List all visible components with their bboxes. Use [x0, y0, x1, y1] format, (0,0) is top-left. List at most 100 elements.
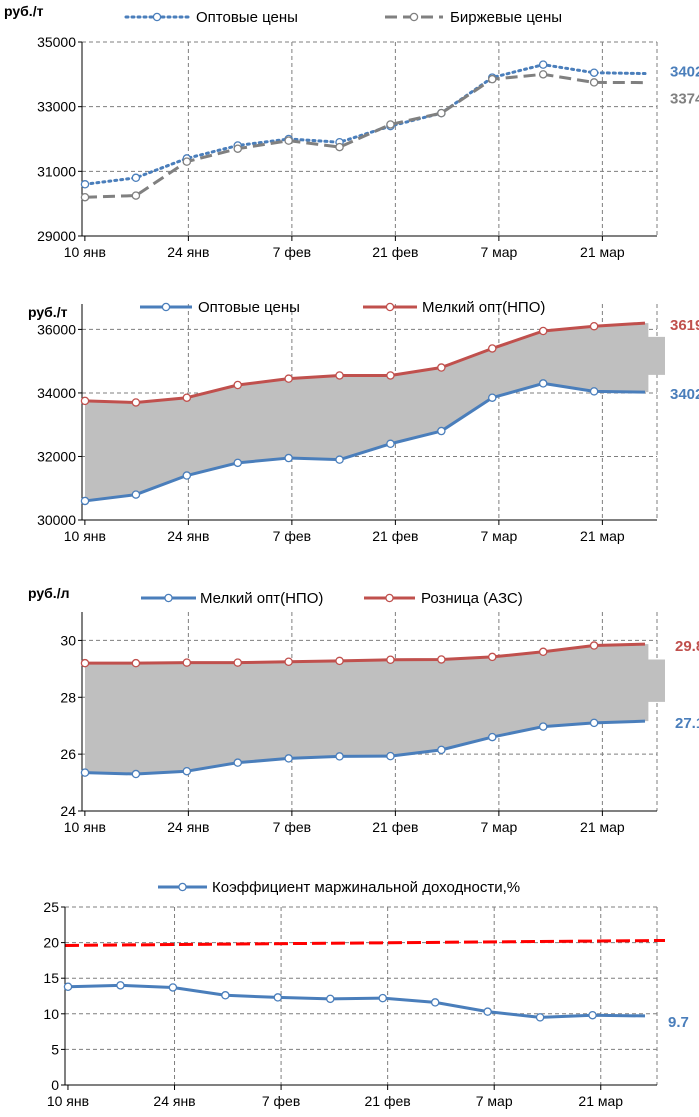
series-line-0 [83, 63, 647, 186]
y-tick-label: 33000 [37, 99, 76, 115]
area-fill-tail [645, 323, 665, 393]
y-tick-label: 32000 [37, 448, 76, 464]
series-point [437, 108, 446, 118]
series-point [335, 752, 344, 761]
series-point [233, 758, 242, 767]
series-point [488, 344, 497, 353]
end-value-label: 34024 [670, 64, 699, 81]
series-point [430, 998, 440, 1007]
unit-label: руб./л [28, 585, 69, 601]
chart-wholesale-vs-exchange: 29000 31000 33000 35000 10 янв 24 янв 7 фев 21 … [4, 3, 699, 260]
series-point [131, 191, 141, 200]
chart-margin-coefficient: 0 5 10 15 20 25 10 янв 24 янв 7 фев 21 фев 7 мар 21… [43, 879, 688, 1109]
series-point [538, 379, 548, 388]
legend-swatch-marker [152, 12, 162, 22]
end-value-label: 33745 [670, 91, 699, 108]
series-point [116, 981, 125, 990]
unit-label: руб./т [28, 304, 68, 320]
series-point [182, 393, 192, 402]
x-tick-label: 21 мар [580, 244, 625, 260]
unit-label: руб./т [4, 3, 44, 19]
series-point [437, 363, 446, 372]
x-tick-label: 10 янв [64, 244, 106, 260]
series-point [284, 657, 293, 667]
legend-swatch-marker [409, 12, 419, 22]
series-line-1 [84, 321, 646, 404]
series-point [182, 471, 192, 480]
series-point [386, 655, 395, 665]
chart-small-wholesale-vs-retail: 24 26 28 30 10 янв 24 янв 7 фев 21 фев 7 мар 21 м… [28, 585, 699, 835]
x-tick-label: 21 мар [578, 1093, 623, 1109]
x-tick-label: 24 янв [167, 244, 209, 260]
series-point [284, 754, 293, 763]
legend-label: Биржевые цены [450, 9, 562, 26]
series-point [233, 658, 242, 667]
x-tick-label: 7 фев [273, 819, 311, 835]
series-point [488, 74, 497, 84]
series-point [80, 396, 90, 406]
series-point [488, 393, 497, 402]
series-point [284, 136, 293, 145]
end-value-label: 27.16 [675, 715, 699, 732]
series-point [80, 496, 90, 506]
series-point [131, 769, 141, 779]
series-point [131, 398, 141, 407]
legend-swatch-marker [164, 593, 173, 603]
area-fill [85, 323, 645, 501]
x-tick-label: 7 фев [273, 244, 311, 260]
series-point [589, 68, 599, 77]
series-point [335, 455, 344, 464]
series-point [538, 326, 548, 336]
series-point [273, 993, 283, 1002]
y-tick-label: 25 [43, 899, 59, 915]
x-tick-label: 7 фев [273, 528, 311, 544]
x-tick-label: 10 янв [64, 528, 106, 544]
series-point [80, 180, 90, 189]
x-tick-label: 21 фев [365, 1093, 411, 1109]
x-tick-label: 10 янв [47, 1093, 89, 1109]
series-line-1 [85, 642, 646, 665]
legend-swatch-marker [385, 593, 394, 603]
x-tick-label: 7 фев [262, 1093, 300, 1109]
x-tick-label: 24 янв [167, 528, 209, 544]
y-tick-label: 28 [60, 689, 76, 705]
legend-swatch-marker [161, 302, 171, 312]
legend-swatch-marker [385, 302, 395, 312]
series-point [63, 982, 73, 991]
series-point [483, 1007, 492, 1016]
series-point [488, 732, 497, 742]
y-tick-label: 29000 [37, 228, 76, 244]
series-point [386, 120, 395, 129]
x-tick-label: 10 янв [64, 819, 106, 835]
series-point [535, 1013, 545, 1022]
end-value-label: 9.7 [668, 1014, 689, 1031]
x-tick-label: 7 мар [480, 819, 517, 835]
series-point [168, 983, 178, 992]
series-point [437, 426, 446, 436]
x-tick-label: 7 мар [476, 1093, 513, 1109]
series-point [131, 490, 141, 499]
y-tick-label: 20 [43, 935, 59, 951]
series-point [233, 380, 242, 390]
series-point [221, 991, 230, 1000]
y-tick-label: 0 [51, 1077, 59, 1093]
series-point [284, 374, 293, 383]
y-tick-label: 30000 [37, 512, 76, 528]
y-tick-label: 26 [60, 746, 76, 762]
series-line-0 [84, 719, 646, 776]
x-tick-label: 21 фев [372, 244, 418, 260]
area-fill [85, 644, 645, 775]
series-point [589, 387, 599, 396]
y-tick-label: 30 [60, 632, 76, 648]
legend-swatch-marker [178, 882, 187, 892]
series-point [326, 994, 335, 1004]
series-point [80, 192, 90, 202]
x-tick-label: 21 фев [372, 528, 418, 544]
series-point [335, 142, 344, 152]
end-value-label: 34024 [670, 386, 699, 403]
x-tick-label: 21 фев [372, 819, 418, 835]
y-tick-label: 15 [43, 970, 59, 986]
series-line-1 [84, 72, 646, 199]
series-line-0 [84, 381, 646, 503]
legend-label: Розница (АЗС) [421, 590, 523, 607]
